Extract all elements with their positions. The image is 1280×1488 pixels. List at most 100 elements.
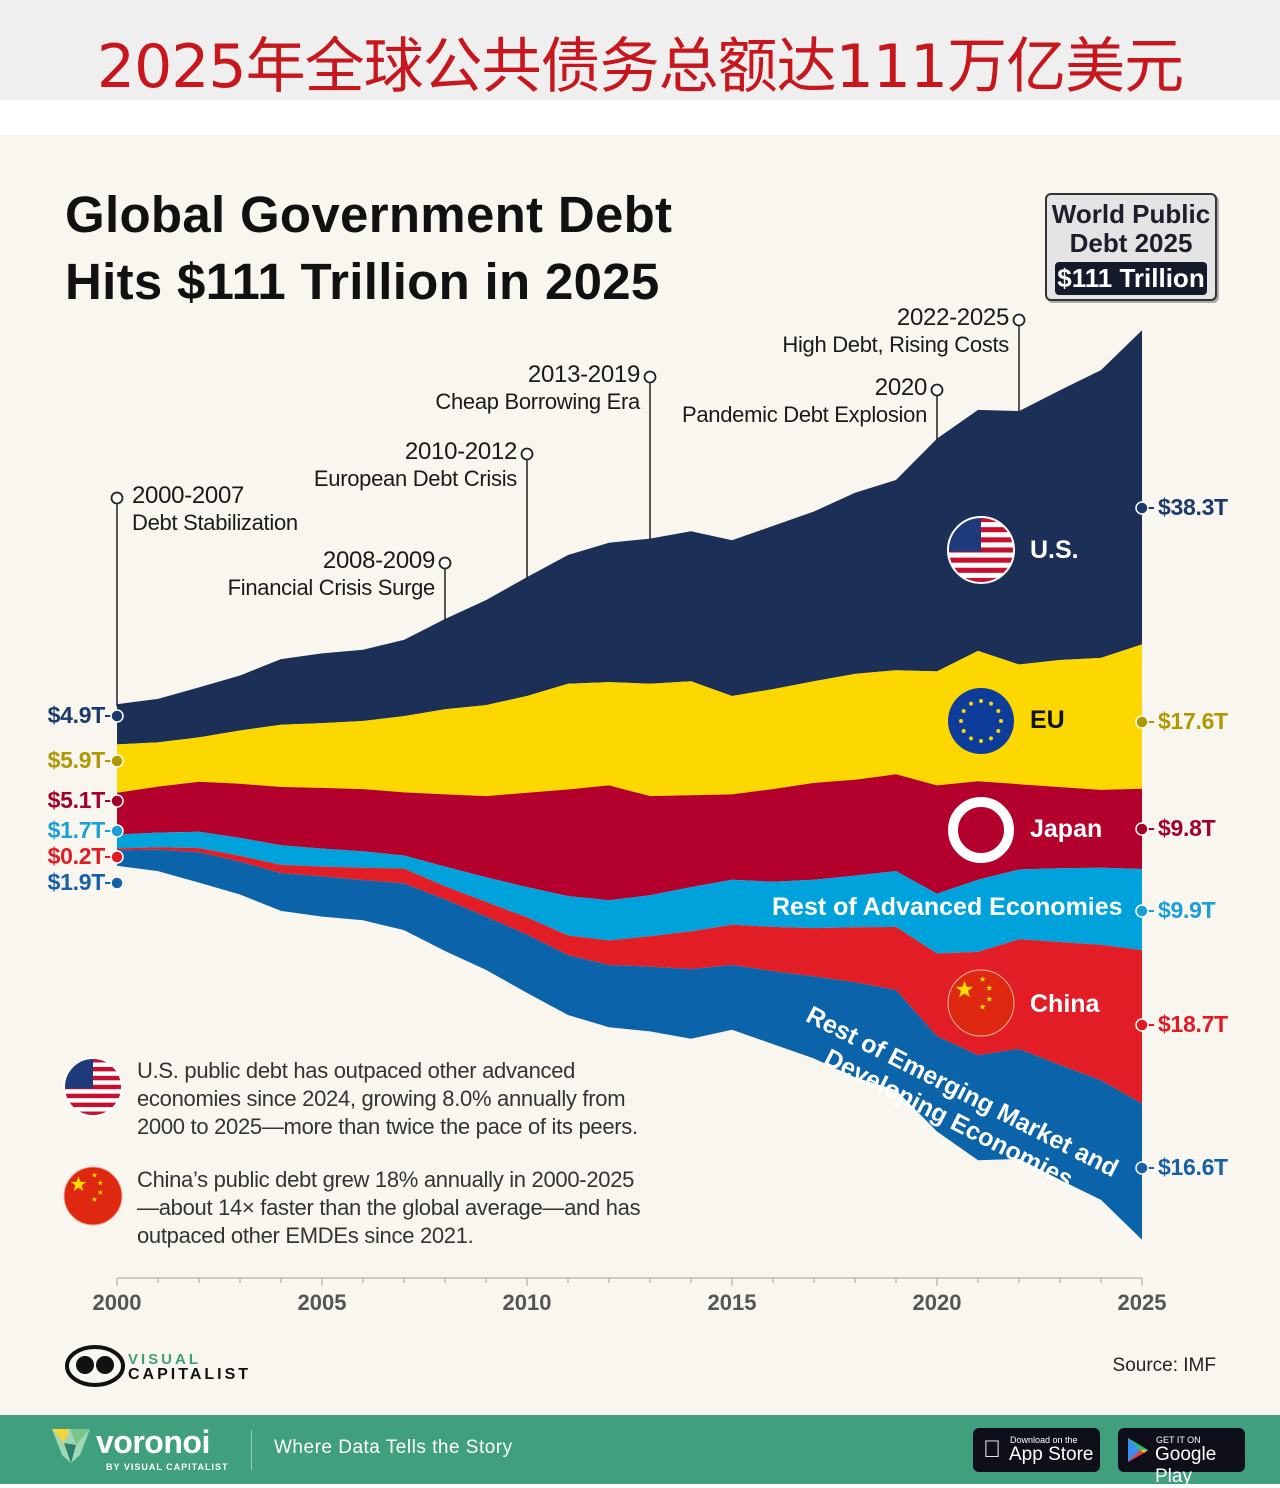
play-small-text: GET IT ON xyxy=(1156,1435,1201,1445)
x-axis xyxy=(116,1277,1143,1286)
us-flag-icon xyxy=(948,517,1014,583)
start-value-label: $4.9T xyxy=(47,702,106,728)
start-value-label: $5.9T xyxy=(47,747,106,773)
google-play-button[interactable]: GET IT ON Google Play xyxy=(1118,1428,1245,1487)
area-eu xyxy=(117,644,1142,797)
annotation-text: Financial Crisis Surge xyxy=(227,575,436,600)
note-us-line: economies since 2024, growing 8.0% annua… xyxy=(137,1086,626,1111)
start-value-label: $1.7T xyxy=(47,817,106,843)
footer-tagline: Where Data Tells the Story xyxy=(274,1437,513,1458)
annotation-marker-icon xyxy=(930,383,944,397)
value-dots xyxy=(105,501,1154,1175)
value-dot-icon xyxy=(110,824,124,838)
annotation-text: High Debt, Rising Costs xyxy=(782,332,1009,357)
source-text: Source: IMF xyxy=(1112,1355,1216,1376)
area-china xyxy=(117,847,1142,1104)
logo-text-bottom: CAPITALIST xyxy=(128,1366,252,1383)
chart-title-line2: Hits $111 Trillion in 2025 xyxy=(65,253,660,310)
start-value-label: $0.2T xyxy=(47,843,106,869)
area-rest-of-emerging-market-and-developing-economies xyxy=(117,849,1142,1240)
value-dot-icon xyxy=(1135,1161,1149,1175)
annotation-marker-icon xyxy=(520,447,534,461)
japan-flag-icon xyxy=(948,797,1014,863)
china-flag-icon xyxy=(947,969,1015,1037)
voronoi-logo-icon xyxy=(50,1425,92,1465)
x-tick-label: 2000 xyxy=(92,1290,142,1315)
chart-title-line1: Global Government Debt xyxy=(65,186,673,243)
annotation-period: 2013-2019 xyxy=(527,361,640,388)
end-value-label: $16.6T xyxy=(1158,1154,1228,1180)
annotation: 2020 Pandemic Debt Explosion xyxy=(682,374,927,428)
annotation: 2010-2012 European Debt Crisis xyxy=(314,438,517,492)
annotation-marker-icon xyxy=(438,556,452,570)
logo-text-top: VISUAL xyxy=(128,1351,202,1368)
value-dot-icon xyxy=(1135,501,1149,515)
annotation-period: 2022-2025 xyxy=(896,304,1009,331)
apple-icon:  xyxy=(983,1436,1001,1464)
value-dot-icon xyxy=(110,876,124,890)
annotation-lines xyxy=(110,313,1026,707)
end-value-label: $17.6T xyxy=(1158,708,1228,734)
x-tick-label: 2020 xyxy=(912,1290,962,1315)
x-tick-label: 2015 xyxy=(707,1290,757,1315)
note-china-line: China’s public debt grew 18% annually in… xyxy=(137,1167,635,1192)
annotation-period: 2008-2009 xyxy=(322,547,435,574)
footer-divider xyxy=(251,1430,252,1470)
annotation-period: 2000-2007 xyxy=(132,482,245,509)
note-china: China’s public debt grew 18% annually in… xyxy=(137,1166,641,1250)
start-value-label: $1.9T xyxy=(47,869,106,895)
footer-brand-sub: BY VISUAL CAPITALIST xyxy=(106,1462,229,1472)
eu-flag-icon xyxy=(948,688,1014,754)
note-us: U.S. public debt has outpaced other adva… xyxy=(137,1057,638,1141)
app-store-small-text: Download on the xyxy=(1010,1435,1078,1445)
annotation: 2000-2007 Debt Stabilization xyxy=(132,482,298,536)
annotation-marker-icon xyxy=(643,370,657,384)
badge-line2: Debt 2025 xyxy=(1069,228,1193,258)
badge-line1: World Public xyxy=(1051,199,1211,229)
annotation-marker-icon xyxy=(1012,313,1026,327)
area-japan xyxy=(117,774,1142,901)
x-tick-label: 2025 xyxy=(1117,1290,1167,1315)
value-dot-icon xyxy=(110,709,124,723)
annotation-period: 2020 xyxy=(874,374,928,401)
annotation-text: Cheap Borrowing Era xyxy=(435,389,640,414)
annotation-period: 2010-2012 xyxy=(404,438,517,465)
annotation: 2022-2025 High Debt, Rising Costs xyxy=(782,304,1009,358)
area-u-s xyxy=(117,330,1142,745)
flags xyxy=(63,516,1015,1226)
series-label-japan: Japan xyxy=(1030,815,1103,843)
annotation-marker-icon xyxy=(110,491,124,505)
end-value-label: $38.3T xyxy=(1158,494,1228,520)
area-rest-of-advanced-economies xyxy=(117,831,1142,954)
value-dot-icon xyxy=(1135,1018,1149,1032)
annotation-text: Pandemic Debt Explosion xyxy=(681,402,927,427)
value-dot-icon xyxy=(1135,715,1149,729)
end-value-label: $18.7T xyxy=(1158,1011,1228,1037)
note-us-line: 2000 to 2025—more than twice the pace of… xyxy=(137,1114,638,1139)
note-china-line: —about 14× faster than the global averag… xyxy=(137,1195,641,1220)
banner xyxy=(0,0,1280,100)
x-tick-label: 2005 xyxy=(297,1290,347,1315)
footer-brand: voronoi xyxy=(96,1424,210,1460)
badge-value: $111 Trillion xyxy=(1055,262,1207,295)
annotation-text: Debt Stabilization xyxy=(132,510,298,535)
value-dot-icon xyxy=(1135,904,1149,918)
chart-areas xyxy=(117,330,1142,1240)
annotation-text: European Debt Crisis xyxy=(313,466,517,491)
visual-capitalist-logo-icon xyxy=(65,1345,125,1387)
x-tick-label: 2010 xyxy=(502,1290,552,1315)
app-store-big-text: App Store xyxy=(1009,1444,1094,1465)
end-value-label: $9.8T xyxy=(1158,815,1216,841)
annotation: 2013-2019 Cheap Borrowing Era xyxy=(435,361,640,415)
annotation: 2008-2009 Financial Crisis Surge xyxy=(227,547,436,601)
series-label-rest-advanced: Rest of Advanced Economies xyxy=(772,893,1123,921)
end-value-label: $9.9T xyxy=(1158,897,1216,923)
value-dot-icon xyxy=(110,794,124,808)
series-label-china: China xyxy=(1030,990,1100,1018)
us-flag-icon xyxy=(64,1058,122,1116)
china-flag-icon xyxy=(63,1166,123,1226)
app-store-button[interactable]:  Download on the App Store xyxy=(973,1428,1100,1472)
google-play-icon xyxy=(1126,1437,1150,1468)
note-us-line: U.S. public debt has outpaced other adva… xyxy=(137,1058,576,1083)
